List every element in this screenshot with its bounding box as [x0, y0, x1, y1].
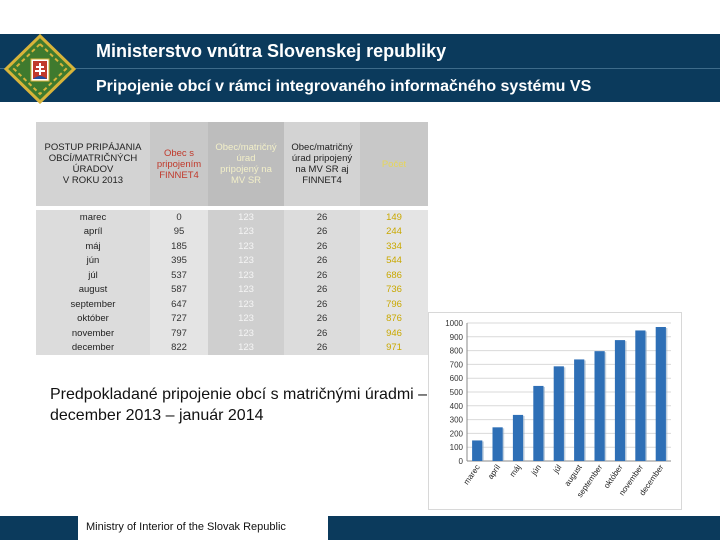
y-tick-label: 800 — [450, 347, 464, 356]
x-tick-label: apríl — [486, 463, 502, 481]
x-tick-label: marec — [462, 463, 482, 486]
bar — [472, 440, 483, 461]
bar — [512, 414, 524, 461]
bar — [635, 330, 646, 461]
header-divider — [0, 68, 720, 69]
header-cell-mvsr: Obec/matričný úrad pripojený na MV SR — [208, 122, 284, 206]
x-tick-label: máj — [508, 463, 523, 479]
table-row: október 727 123 26 876 — [36, 311, 428, 326]
bar — [594, 351, 605, 461]
y-tick-label: 200 — [450, 429, 464, 438]
y-tick-label: 1000 — [445, 319, 463, 328]
bar — [492, 427, 503, 461]
header-cell-count: Počet — [360, 122, 428, 206]
y-tick-label: 900 — [450, 333, 464, 342]
table-row: november 797 123 26 946 — [36, 326, 428, 341]
header-bar — [0, 34, 720, 102]
header-cell-mvsr-finnet4: Obec/matričný úrad pripojený na MV SR aj… — [284, 122, 360, 206]
page-subtitle: Pripojenie obcí v rámci integrovaného in… — [96, 78, 592, 95]
bar — [533, 385, 544, 461]
table-row: apríl 95 123 26 244 — [36, 224, 428, 239]
header-cell-process: POSTUP PRIPÁJANIA OBCÍ/MATRIČNÝCH ÚRADOV… — [36, 122, 150, 206]
bar — [574, 359, 585, 461]
y-tick-label: 700 — [450, 360, 464, 369]
ministry-logo-icon — [4, 34, 76, 104]
table-row: august 587 123 26 736 — [36, 282, 428, 297]
x-tick-label: júl — [551, 463, 564, 476]
table-row: jún 395 123 26 544 — [36, 253, 428, 268]
bar — [614, 340, 626, 461]
y-tick-label: 100 — [450, 443, 464, 452]
y-tick-label: 600 — [450, 374, 464, 383]
y-tick-label: 300 — [450, 416, 464, 425]
bar — [655, 327, 666, 461]
table-header-row: POSTUP PRIPÁJANIA OBCÍ/MATRIČNÝCH ÚRADOV… — [36, 122, 428, 206]
page-title: Ministerstvo vnútra Slovenskej republiky — [96, 41, 447, 61]
table-row: júl 537 123 26 686 — [36, 268, 428, 283]
table-row: december 822 123 26 971 — [36, 340, 428, 355]
table-row: september 647 123 26 796 — [36, 297, 428, 312]
footer-strip — [78, 516, 328, 540]
table-row: máj 185 123 26 334 — [36, 239, 428, 254]
footer-bar: Ministry of Interior of the Slovak Repub… — [0, 516, 720, 540]
y-tick-label: 0 — [459, 457, 464, 466]
bar — [553, 366, 564, 461]
bar-chart: 0 100 200 300 400 500 600 700 800 900 1000 marec apr… — [428, 312, 682, 510]
footer-text: Ministry of Interior of the Slovak Repub… — [86, 521, 286, 533]
chart-caption: Predpokladané pripojenie obcí s matričný… — [50, 386, 428, 424]
table-spacer-row — [36, 206, 428, 210]
bar-chart-svg: 0 100 200 300 400 500 600 700 800 900 1000 marec apr… — [445, 319, 671, 499]
header-cell-finnet4: Obec s pripojením FINNET4 — [150, 122, 208, 206]
y-tick-label: 500 — [450, 388, 464, 397]
y-tick-label: 400 — [450, 402, 464, 411]
x-tick-label: jún — [529, 463, 543, 478]
table-row: marec 0 123 26 149 — [36, 210, 428, 225]
connection-table: POSTUP PRIPÁJANIA OBCÍ/MATRIČNÝCH ÚRADOV… — [36, 122, 428, 355]
